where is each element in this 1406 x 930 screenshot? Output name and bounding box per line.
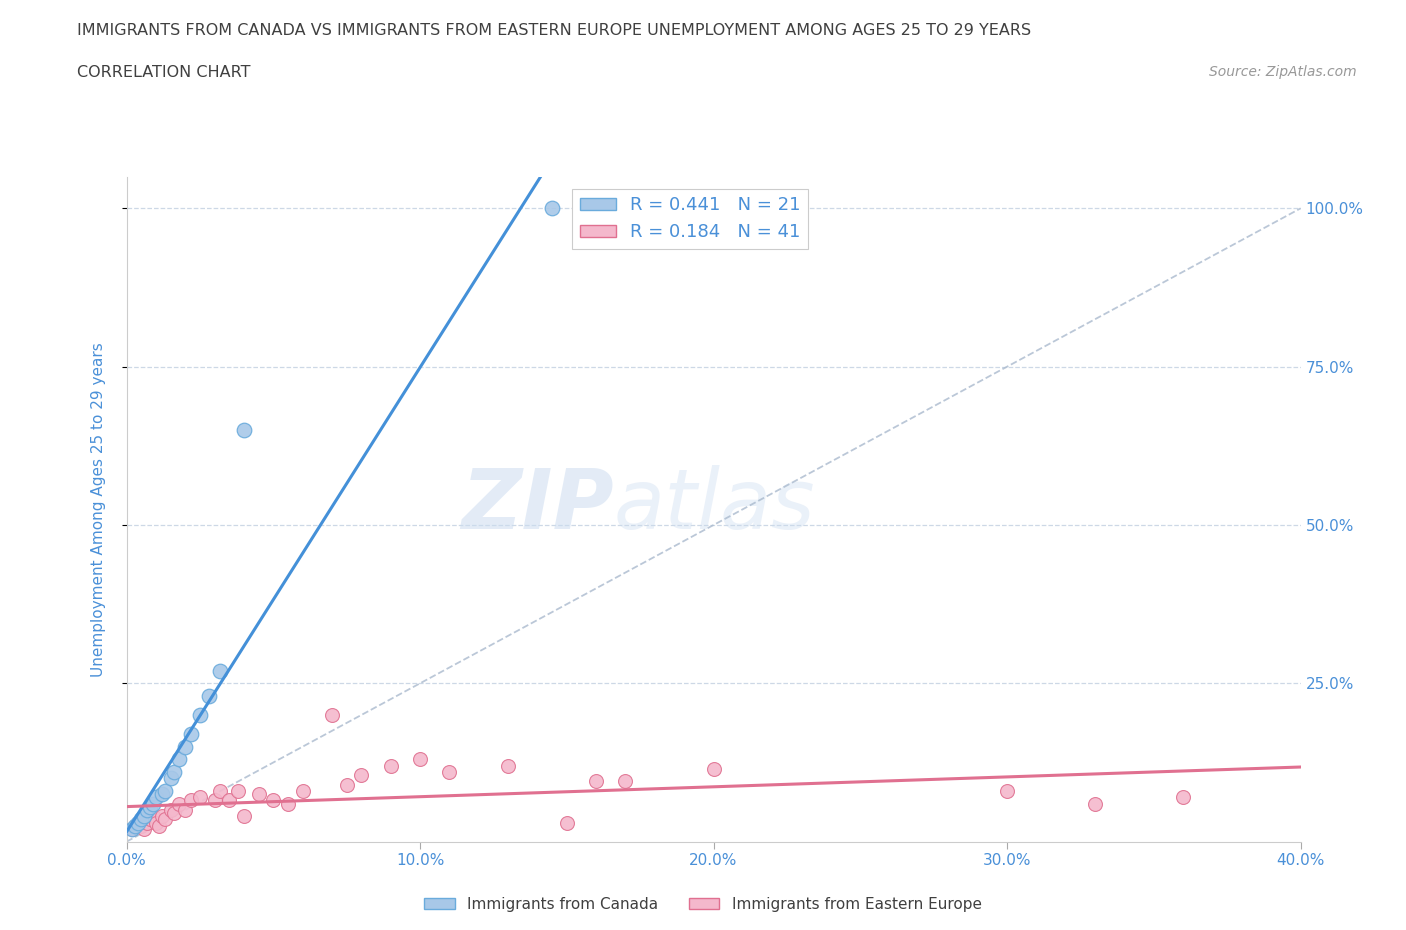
Point [188, 708, 211, 723]
Point [129, 812, 152, 827]
Point [291, 784, 314, 799]
Point [136, 816, 159, 830]
Point [142, 796, 165, 811]
Point [541, 201, 564, 216]
Point [169, 796, 191, 811]
Point [226, 784, 249, 799]
Point [380, 758, 402, 773]
Point [136, 803, 159, 817]
Point [321, 708, 343, 723]
Point [233, 809, 256, 824]
Point [1084, 796, 1107, 811]
Point [124, 818, 146, 833]
Point [614, 774, 637, 789]
Y-axis label: Unemployment Among Ages 25 to 29 years: Unemployment Among Ages 25 to 29 years [91, 342, 105, 676]
Point [150, 787, 173, 802]
Point [145, 790, 167, 804]
Point [127, 816, 149, 830]
Point [124, 818, 146, 833]
Point [204, 793, 226, 808]
Point [209, 663, 232, 678]
Point [127, 816, 149, 830]
Point [1171, 790, 1194, 804]
Legend: R = 0.441   N = 21, R = 0.184   N = 41: R = 0.441 N = 21, R = 0.184 N = 41 [572, 189, 808, 248]
Point [129, 818, 152, 833]
Point [150, 809, 173, 824]
Point [174, 803, 197, 817]
Point [139, 800, 162, 815]
Point [336, 777, 359, 792]
Point [350, 768, 373, 783]
Text: CORRELATION CHART: CORRELATION CHART [77, 65, 250, 80]
Point [180, 726, 202, 741]
Point [555, 816, 578, 830]
Text: IMMIGRANTS FROM CANADA VS IMMIGRANTS FROM EASTERN EUROPE UNEMPLOYMENT AMONG AGES: IMMIGRANTS FROM CANADA VS IMMIGRANTS FRO… [77, 23, 1032, 38]
Point [159, 771, 181, 786]
Point [262, 793, 284, 808]
Point [153, 812, 176, 827]
Point [162, 805, 184, 820]
Point [277, 796, 299, 811]
Point [134, 809, 156, 824]
Text: Source: ZipAtlas.com: Source: ZipAtlas.com [1209, 65, 1357, 79]
Point [585, 774, 607, 789]
Point [197, 688, 219, 703]
Point [209, 784, 232, 799]
Point [995, 784, 1018, 799]
Point [121, 821, 143, 836]
Point [162, 764, 184, 779]
Point [145, 816, 167, 830]
Text: ZIP: ZIP [461, 465, 614, 546]
Point [409, 751, 432, 766]
Legend: Immigrants from Canada, Immigrants from Eastern Europe: Immigrants from Canada, Immigrants from … [418, 891, 988, 918]
Point [142, 809, 165, 824]
Point [159, 803, 181, 817]
Point [169, 751, 191, 766]
Point [439, 764, 461, 779]
Point [174, 739, 197, 754]
Point [153, 784, 176, 799]
Point [702, 762, 725, 777]
Point [180, 793, 202, 808]
Point [188, 790, 211, 804]
Point [139, 812, 162, 827]
Point [148, 818, 170, 833]
Point [134, 821, 156, 836]
Point [233, 422, 256, 437]
Point [218, 793, 240, 808]
Point [121, 821, 143, 836]
Point [496, 758, 519, 773]
Point [247, 787, 270, 802]
Text: atlas: atlas [614, 465, 815, 546]
